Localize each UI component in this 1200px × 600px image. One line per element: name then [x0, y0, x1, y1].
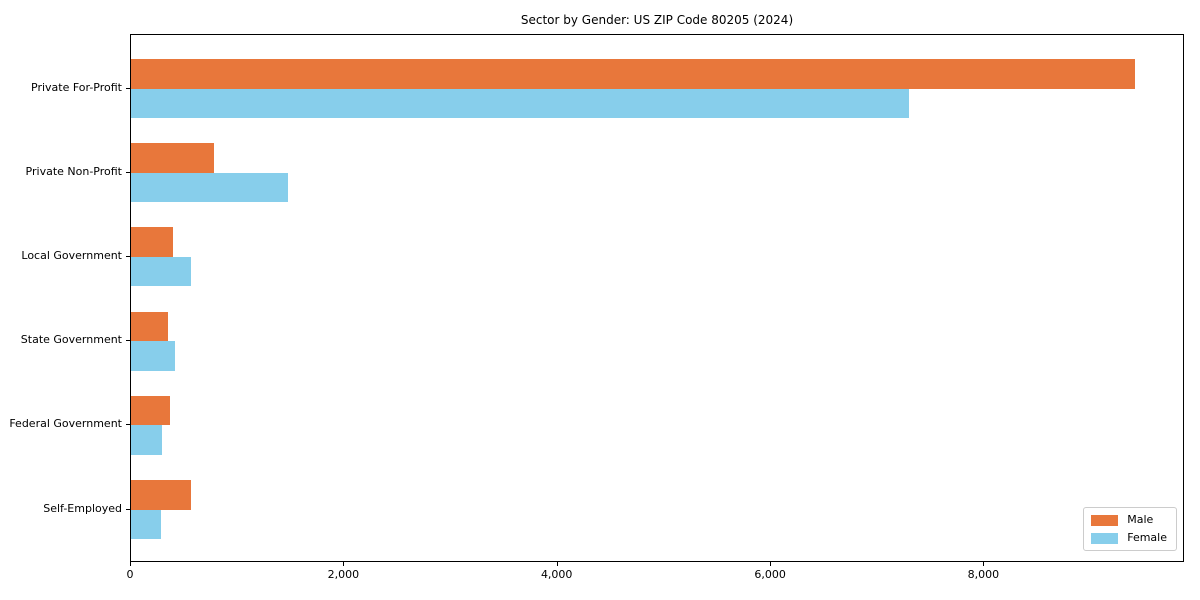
- x-tick-label: 2,000: [327, 568, 360, 581]
- x-tick-mark: [556, 562, 558, 566]
- y-tick-mark: [126, 255, 130, 257]
- bar-male-5: [131, 480, 191, 510]
- legend-swatch-male: [1091, 514, 1119, 526]
- y-tick-label: Private For-Profit: [31, 80, 122, 94]
- x-tick-mark: [770, 562, 772, 566]
- x-tick-label: 6,000: [754, 568, 786, 581]
- legend-label: Female: [1127, 531, 1167, 544]
- legend-item-female: Female: [1091, 532, 1167, 544]
- y-tick-label: State Government: [20, 333, 122, 347]
- y-tick-mark: [126, 340, 130, 342]
- y-tick-label: Private Non-Profit: [25, 164, 122, 178]
- legend-swatch-female: [1091, 532, 1119, 544]
- y-tick-mark: [126, 508, 130, 510]
- bar-male-2: [131, 227, 174, 257]
- x-tick-label: 0: [126, 568, 134, 581]
- y-tick-label: Self-Employed: [43, 501, 122, 515]
- x-tick-label: 8,000: [967, 568, 1000, 581]
- x-tick-mark: [130, 562, 131, 566]
- x-tick-mark: [983, 562, 985, 566]
- x-tick-mark: [343, 562, 345, 566]
- legend-item-male: Male: [1091, 514, 1167, 526]
- y-tick-mark: [126, 87, 130, 89]
- bar-female-4: [131, 425, 162, 455]
- bar-female-1: [131, 172, 288, 203]
- bar-male-1: [131, 143, 214, 173]
- y-tick-label: Local Government: [21, 248, 122, 262]
- bar-female-5: [131, 509, 161, 539]
- bar-male-3: [131, 311, 168, 342]
- y-tick-label: Federal Government: [9, 417, 122, 431]
- legend: Male Female: [1083, 507, 1177, 551]
- bar-male-0: [131, 59, 1135, 89]
- bar-male-4: [131, 395, 170, 426]
- x-tick-label: 4,000: [540, 568, 573, 581]
- plot-area: Male Female: [130, 34, 1184, 562]
- chart-title: Sector by Gender: US ZIP Code 80205 (202…: [520, 13, 794, 27]
- legend-label: Male: [1127, 513, 1154, 526]
- bar-female-2: [131, 256, 191, 287]
- y-tick-mark: [126, 171, 130, 173]
- bar-female-0: [131, 88, 909, 118]
- y-tick-mark: [126, 424, 130, 426]
- bar-female-3: [131, 341, 175, 371]
